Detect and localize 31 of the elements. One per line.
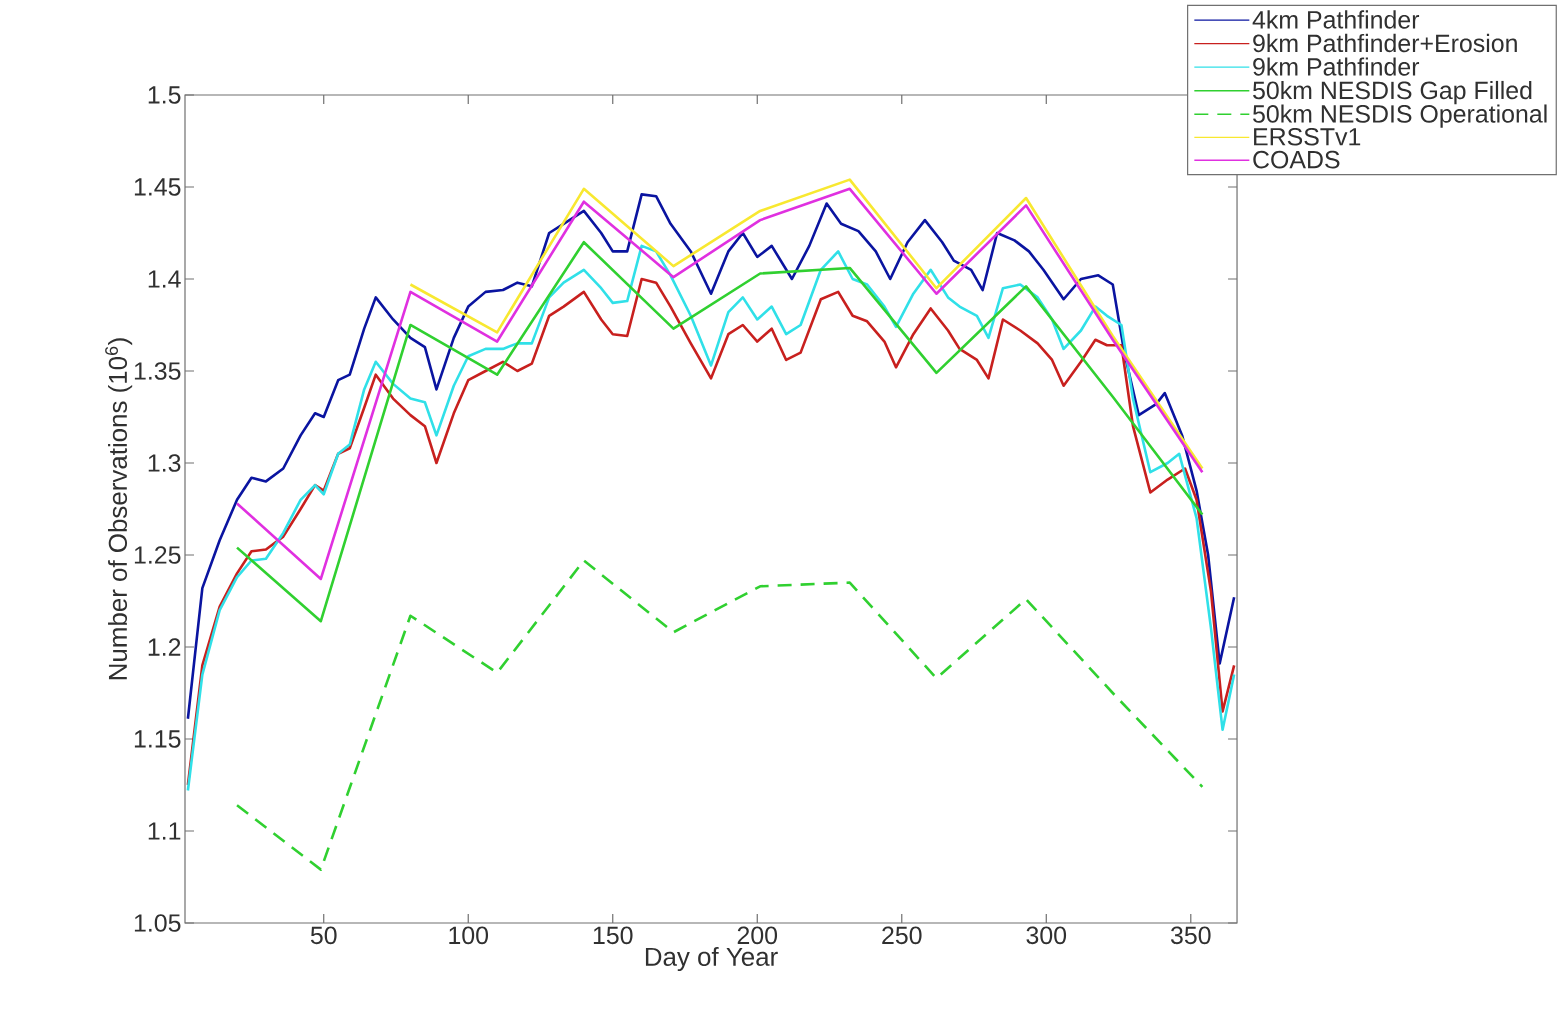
y-tick-label: 1.15 xyxy=(134,730,181,748)
legend-label: 50km NESDIS Gap Filled xyxy=(1253,80,1532,105)
legend-label: 50km NESDIS Operational xyxy=(1253,104,1547,128)
y-tick-label: 1.25 xyxy=(134,546,181,564)
y-tick-label: 1.35 xyxy=(134,362,181,380)
x-axis-title: Day of Year xyxy=(645,946,778,972)
y-tick-label: 1.45 xyxy=(134,178,181,196)
y-axis-title: Number of Observations (10$^{6}$) xyxy=(105,338,133,680)
x-tick-label: 350 xyxy=(1170,926,1211,945)
x-tick-label: 250 xyxy=(882,926,922,945)
y-tick-label: 1.2 xyxy=(148,638,181,656)
y-tick-label: 1.05 xyxy=(134,914,181,932)
legend-label: 4km Pathfinder xyxy=(1252,10,1420,29)
y-tick-label: 1.5 xyxy=(148,86,181,104)
legend-label: COADS xyxy=(1253,150,1340,169)
y-tick-label: 1.3 xyxy=(148,454,181,472)
legend-label: 9km Pathfinder+Erosion xyxy=(1253,33,1517,53)
y-tick-label: 1.1 xyxy=(148,822,181,840)
x-tick-label: 150 xyxy=(593,926,633,945)
legend-label: ERSSTv1 xyxy=(1254,127,1361,146)
legend-label: 9km Pathfinder xyxy=(1253,57,1420,76)
y-tick-label: 1.4 xyxy=(148,270,181,288)
line-series xyxy=(186,193,1236,721)
line-series xyxy=(235,559,1204,871)
line-series xyxy=(235,187,1204,581)
x-tick-label: 300 xyxy=(1026,926,1067,945)
x-tick-label: 200 xyxy=(737,926,778,945)
x-tick-label: 50 xyxy=(310,926,337,945)
line-series xyxy=(409,178,1204,470)
x-tick-label: 100 xyxy=(449,926,489,945)
line-series xyxy=(235,240,1204,623)
